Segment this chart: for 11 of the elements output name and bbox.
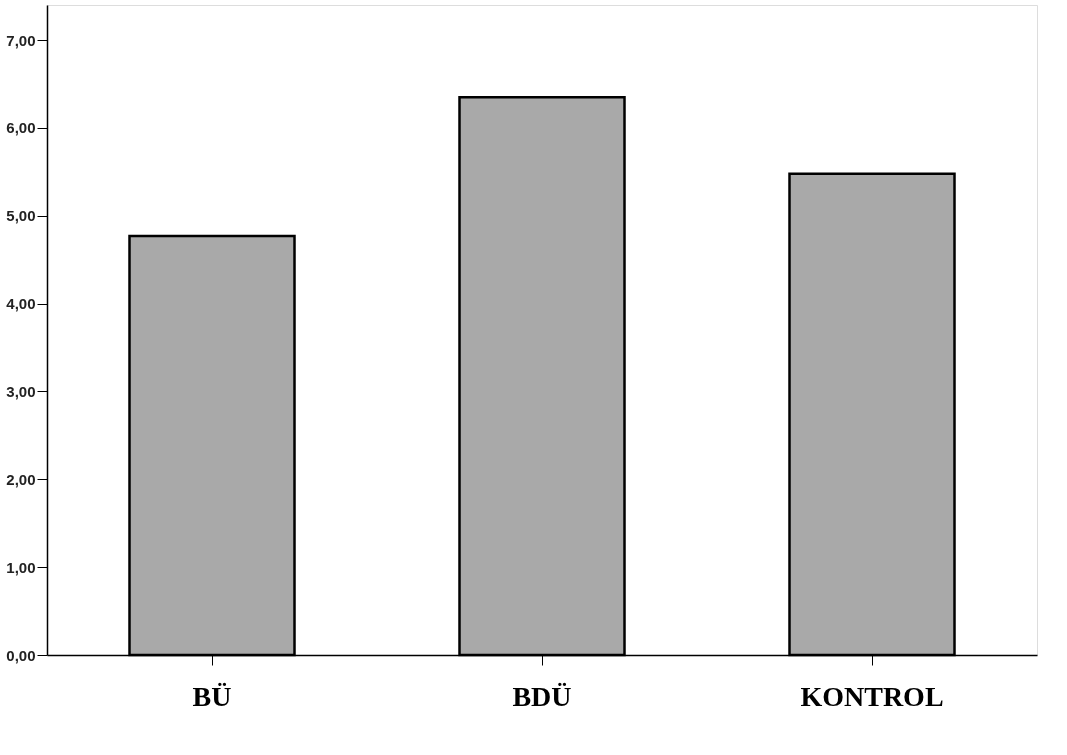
y-tick-label: 5,00 bbox=[6, 207, 36, 225]
x-tick-label: BÜ bbox=[192, 680, 232, 712]
y-tick-label: 2,00 bbox=[6, 470, 36, 488]
x-tick-label: BDÜ bbox=[512, 680, 572, 712]
y-tick-label: 0,00 bbox=[6, 646, 36, 664]
y-tick-label: 1,00 bbox=[6, 558, 36, 576]
y-tick-label: 3,00 bbox=[6, 382, 36, 400]
y-tick-label: 4,00 bbox=[6, 295, 36, 313]
y-tick-label: 6,00 bbox=[6, 119, 36, 137]
y-tick-label: 7,00 bbox=[6, 31, 36, 49]
x-tick-label: KONTROL bbox=[800, 680, 944, 712]
